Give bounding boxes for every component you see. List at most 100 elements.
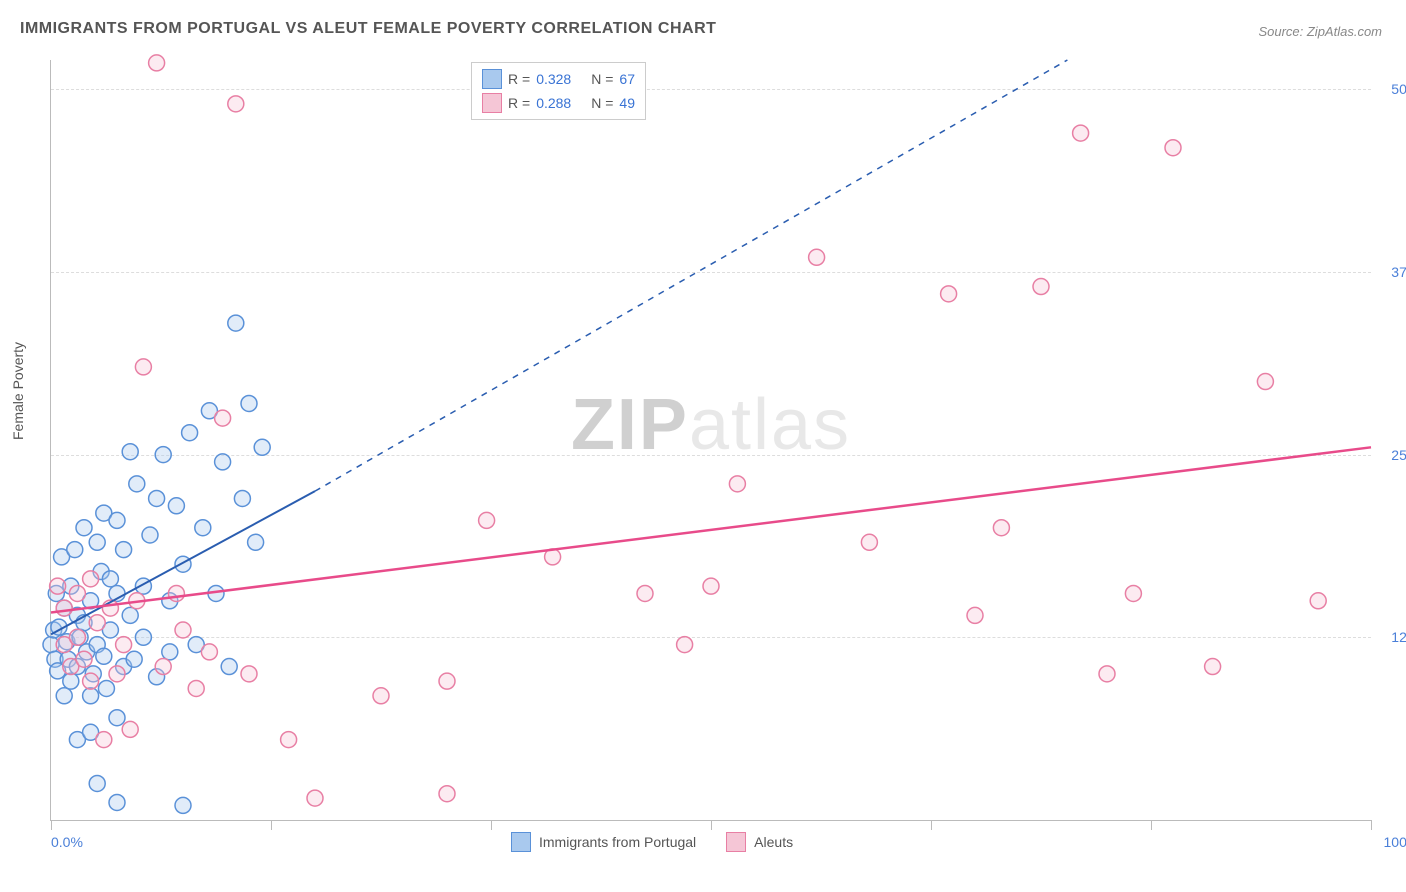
data-point xyxy=(76,651,92,667)
data-point xyxy=(1257,374,1273,390)
source-attribution: Source: ZipAtlas.com xyxy=(1258,24,1382,39)
data-point xyxy=(228,96,244,112)
data-point xyxy=(188,680,204,696)
x-tick xyxy=(711,820,712,830)
data-point xyxy=(162,644,178,660)
plot-area: ZIPatlas 12.5%25.0%37.5%50.0% 0.0% 100.0… xyxy=(50,60,1371,821)
series-legend-item: Aleuts xyxy=(726,832,793,852)
x-tick xyxy=(491,820,492,830)
data-point xyxy=(1165,140,1181,156)
legend-swatch xyxy=(482,93,502,113)
data-point xyxy=(56,600,72,616)
series-legend: Immigrants from Portugal Aleuts xyxy=(511,832,793,852)
data-point xyxy=(703,578,719,594)
x-tick xyxy=(931,820,932,830)
data-point xyxy=(83,673,99,689)
series-name: Immigrants from Portugal xyxy=(539,834,696,850)
data-point xyxy=(56,688,72,704)
data-point xyxy=(1310,593,1326,609)
data-point xyxy=(967,607,983,623)
data-point xyxy=(96,648,112,664)
data-point xyxy=(637,585,653,601)
data-point xyxy=(1099,666,1115,682)
data-point xyxy=(215,454,231,470)
data-point xyxy=(122,444,138,460)
data-point xyxy=(89,615,105,631)
data-point xyxy=(1125,585,1141,601)
data-point xyxy=(241,395,257,411)
data-point xyxy=(96,732,112,748)
data-point xyxy=(234,490,250,506)
data-point xyxy=(98,680,114,696)
data-point xyxy=(993,520,1009,536)
data-point xyxy=(182,425,198,441)
data-point xyxy=(439,673,455,689)
data-point xyxy=(63,673,79,689)
x-tick xyxy=(271,820,272,830)
data-point xyxy=(142,527,158,543)
data-point xyxy=(116,542,132,558)
data-point xyxy=(102,571,118,587)
series-name: Aleuts xyxy=(754,834,793,850)
data-point xyxy=(248,534,264,550)
legend-row: R = 0.288 N = 49 xyxy=(482,91,635,115)
data-point xyxy=(215,410,231,426)
data-point xyxy=(135,629,151,645)
legend-n-value: 49 xyxy=(619,95,635,111)
correlation-legend: R = 0.328 N = 67 R = 0.288 N = 49 xyxy=(471,62,646,120)
legend-n-label: N = xyxy=(591,95,613,111)
data-point xyxy=(241,666,257,682)
data-point xyxy=(126,651,142,667)
data-point xyxy=(83,688,99,704)
series-legend-item: Immigrants from Portugal xyxy=(511,832,696,852)
data-point xyxy=(155,659,171,675)
legend-r-value: 0.288 xyxy=(536,95,571,111)
data-point xyxy=(439,786,455,802)
data-point xyxy=(201,644,217,660)
data-point xyxy=(122,721,138,737)
y-tick-label: 12.5% xyxy=(1391,629,1406,645)
legend-swatch xyxy=(511,832,531,852)
data-point xyxy=(373,688,389,704)
data-point xyxy=(109,512,125,528)
legend-n-label: N = xyxy=(591,71,613,87)
data-point xyxy=(168,585,184,601)
trend-line xyxy=(51,491,315,634)
data-point xyxy=(89,775,105,791)
legend-n-value: 67 xyxy=(619,71,635,87)
legend-r-label: R = xyxy=(508,95,530,111)
data-point xyxy=(155,447,171,463)
data-point xyxy=(941,286,957,302)
trend-line-extrapolated xyxy=(315,60,1067,491)
x-axis-min-label: 0.0% xyxy=(51,834,83,850)
data-point xyxy=(116,637,132,653)
data-point xyxy=(1073,125,1089,141)
data-point xyxy=(175,622,191,638)
legend-row: R =0.328N =67 xyxy=(482,67,635,91)
data-point xyxy=(677,637,693,653)
y-axis-label: Female Poverty xyxy=(10,342,26,440)
data-point xyxy=(109,666,125,682)
data-point xyxy=(228,315,244,331)
legend-r-value: 0.328 xyxy=(536,71,571,87)
data-point xyxy=(76,520,92,536)
data-point xyxy=(122,607,138,623)
y-tick-label: 25.0% xyxy=(1391,447,1406,463)
data-point xyxy=(135,359,151,375)
data-point xyxy=(254,439,270,455)
scatter-svg xyxy=(51,60,1371,820)
x-axis-max-label: 100.0% xyxy=(1384,834,1406,850)
data-point xyxy=(1033,279,1049,295)
data-point xyxy=(861,534,877,550)
chart-title: IMMIGRANTS FROM PORTUGAL VS ALEUT FEMALE… xyxy=(20,20,716,38)
data-point xyxy=(307,790,323,806)
data-point xyxy=(50,578,66,594)
data-point xyxy=(109,794,125,810)
data-point xyxy=(83,571,99,587)
data-point xyxy=(809,249,825,265)
x-tick xyxy=(1371,820,1372,830)
data-point xyxy=(149,55,165,71)
data-point xyxy=(67,542,83,558)
data-point xyxy=(175,797,191,813)
data-point xyxy=(1205,659,1221,675)
